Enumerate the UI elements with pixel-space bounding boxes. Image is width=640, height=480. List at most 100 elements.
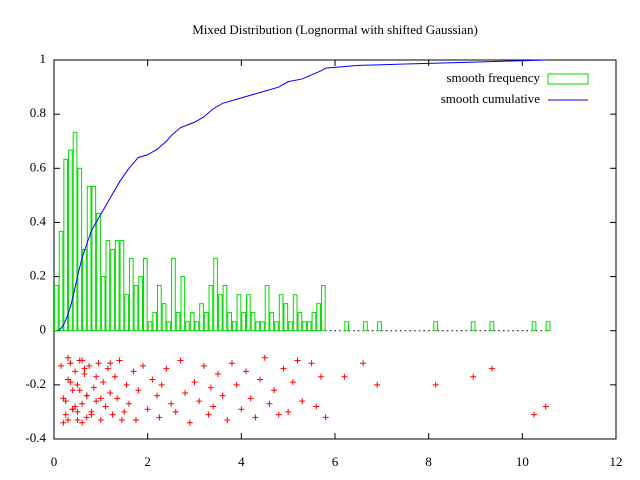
point <box>67 360 74 367</box>
bar <box>363 321 368 332</box>
point <box>210 403 217 410</box>
bar <box>86 185 92 332</box>
point <box>69 387 76 394</box>
point <box>224 417 231 424</box>
point <box>205 411 212 418</box>
point <box>65 354 72 361</box>
point <box>144 406 151 413</box>
bar <box>250 312 256 332</box>
point <box>207 384 214 391</box>
bar <box>231 321 237 332</box>
point <box>247 395 254 402</box>
bar <box>470 321 476 332</box>
bar <box>531 321 537 332</box>
point <box>132 417 139 424</box>
bar <box>91 185 97 332</box>
bar <box>114 240 120 332</box>
bar <box>545 321 551 332</box>
point <box>289 379 296 386</box>
bar <box>63 158 69 332</box>
bar <box>180 276 186 332</box>
point <box>107 360 114 367</box>
line <box>58 59 546 332</box>
bar <box>68 149 73 332</box>
point <box>200 362 207 369</box>
point <box>65 417 72 424</box>
bar <box>199 303 204 332</box>
bar <box>100 276 106 332</box>
point <box>313 403 320 410</box>
point <box>69 406 76 413</box>
bar <box>208 285 214 332</box>
point <box>280 365 287 372</box>
bar <box>241 312 247 332</box>
point <box>168 400 175 407</box>
point <box>79 357 86 364</box>
bar <box>96 212 101 332</box>
point <box>257 376 264 383</box>
point <box>116 357 123 364</box>
point <box>149 376 156 383</box>
point <box>123 381 130 388</box>
bar <box>110 249 115 332</box>
point <box>531 411 538 418</box>
point <box>470 373 477 380</box>
bar <box>105 240 111 332</box>
point <box>104 365 111 372</box>
point <box>186 419 193 426</box>
point <box>154 392 161 399</box>
bar <box>138 276 143 332</box>
point <box>107 389 114 396</box>
point <box>100 379 107 386</box>
bar <box>171 257 176 332</box>
legend-label: smooth cumulative <box>441 91 541 106</box>
point <box>285 408 292 415</box>
point <box>172 408 179 415</box>
bar <box>311 312 317 332</box>
x-tick-label: 0 <box>51 454 58 469</box>
point <box>83 414 90 421</box>
bar <box>152 312 158 332</box>
point <box>228 360 235 367</box>
bar <box>128 257 134 332</box>
point <box>79 419 86 426</box>
bar <box>255 321 261 332</box>
legend-swatch <box>547 73 589 85</box>
point <box>130 368 137 375</box>
bar <box>147 321 153 332</box>
bar <box>133 285 139 332</box>
y-tick-label: 0 <box>40 322 47 337</box>
y-tick-label: -0.4 <box>25 430 46 445</box>
point <box>266 400 273 407</box>
bar <box>161 303 167 332</box>
point <box>158 381 165 388</box>
bar <box>124 294 129 332</box>
point <box>121 408 128 415</box>
x-tick-label: 10 <box>516 454 529 469</box>
point <box>252 414 259 421</box>
bar <box>194 321 200 332</box>
bar <box>72 131 78 332</box>
x-tick-label: 4 <box>238 454 245 469</box>
legend-label: smooth frequency <box>446 70 540 85</box>
bar <box>142 257 148 332</box>
chart-title: Mixed Distribution (Lognormal with shift… <box>192 22 478 37</box>
point <box>317 373 324 380</box>
bar <box>278 294 284 332</box>
point <box>182 389 189 396</box>
bar <box>316 303 321 332</box>
point <box>74 408 81 415</box>
point <box>97 417 104 424</box>
bar <box>283 303 289 332</box>
x-tick-label: 8 <box>425 454 432 469</box>
point <box>261 354 268 361</box>
point <box>238 406 245 413</box>
point <box>81 365 88 372</box>
bar <box>119 240 125 332</box>
bar <box>236 294 242 332</box>
point <box>72 368 79 375</box>
y-tick-label: 0.8 <box>30 105 46 120</box>
y-tick-label: -0.2 <box>25 376 46 391</box>
point <box>62 411 69 418</box>
